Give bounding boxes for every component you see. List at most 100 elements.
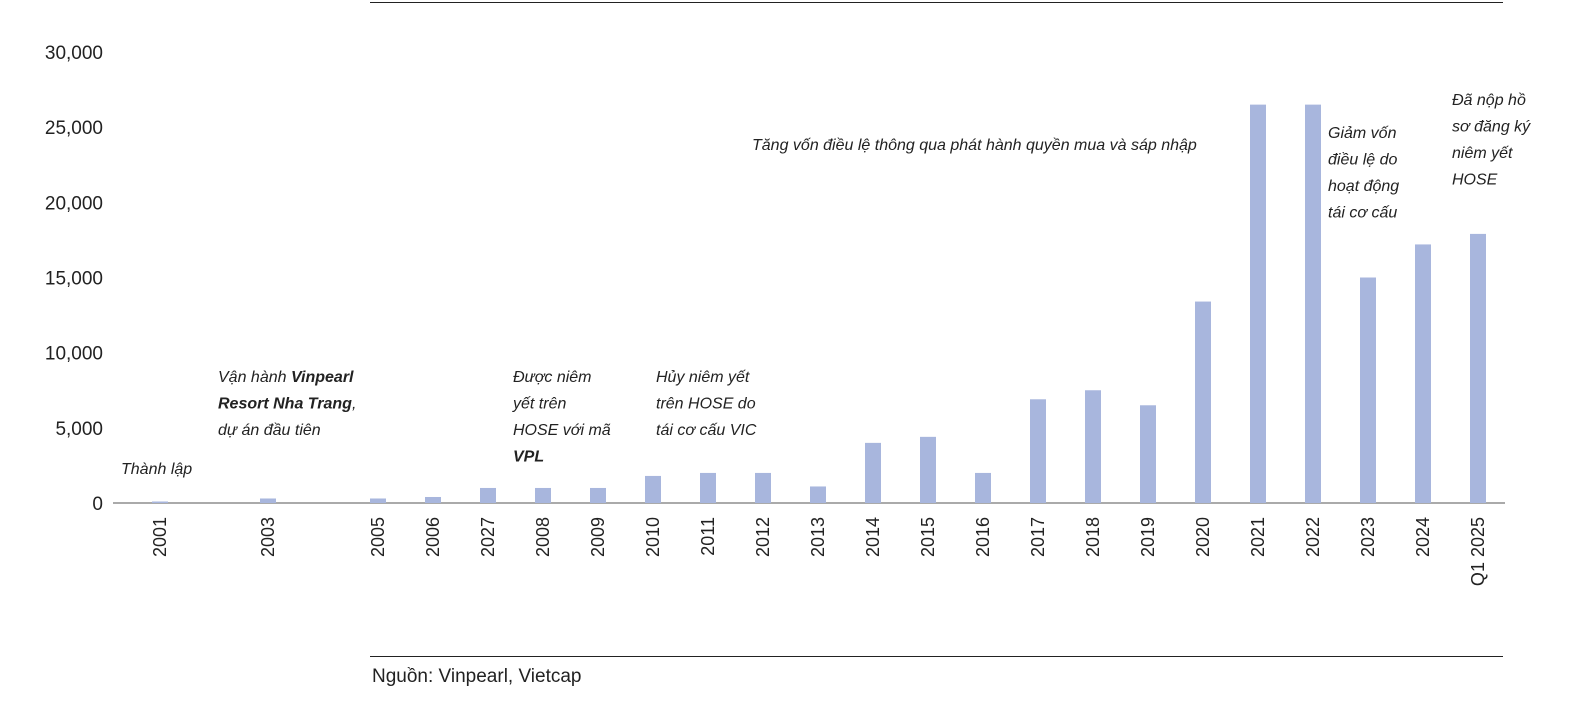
bar <box>260 498 276 503</box>
annotation-text: VPL <box>513 449 544 466</box>
annotation-line: niêm yết <box>1452 145 1513 162</box>
bar-chart: 0 5,000 10,000 15,000 20,000 25,000 30,000 2001… <box>45 43 1531 586</box>
y-tick-label: 30,000 <box>45 43 103 64</box>
annotation-text: trên HOSE do <box>656 396 756 413</box>
annotation-line: HOSE với mã <box>513 422 611 439</box>
annotation-text: điều lệ do <box>1328 152 1397 169</box>
top-divider <box>370 2 1503 3</box>
annotation-line: HOSE <box>1452 172 1498 189</box>
annotation-line: Hủy niêm yết <box>656 369 750 386</box>
bottom-divider <box>370 656 1503 657</box>
annotation-text: Giảm vốn <box>1328 125 1397 142</box>
annotation-line: VPL <box>513 449 544 466</box>
x-tick-label: 2027 <box>478 517 498 557</box>
bar <box>590 487 606 503</box>
x-tick-label: 2003 <box>258 517 278 557</box>
x-tick-label: 2009 <box>588 517 608 557</box>
annotation-text: tái cơ cấu VIC <box>656 422 757 439</box>
bar <box>1250 104 1266 503</box>
bar <box>810 486 826 503</box>
annotation-line: Resort Nha Trang, <box>218 396 356 413</box>
bar <box>1195 301 1211 503</box>
bar <box>1140 405 1156 503</box>
bar <box>975 472 991 503</box>
bar <box>1470 233 1486 504</box>
bar <box>645 475 661 503</box>
annotation-text: Thành lập <box>121 461 192 478</box>
x-tick-label: 2013 <box>808 517 828 557</box>
x-tick-label: 2024 <box>1413 517 1433 557</box>
annotation-text: , <box>352 396 356 413</box>
annotation-line: Được niêm <box>513 369 592 386</box>
x-tick-label: 2016 <box>973 517 993 557</box>
annotation-text: Vận hành <box>218 369 291 386</box>
annotation-line: dự án đầu tiên <box>218 422 321 439</box>
annotation-line: yết trên <box>512 396 566 413</box>
annotation-line: sơ đăng ký <box>1452 119 1531 136</box>
x-tick-label: 2020 <box>1193 517 1213 557</box>
bar <box>370 498 386 503</box>
annotation-text: dự án đầu tiên <box>218 422 321 439</box>
annotation-text: Tăng vốn điều lệ thông qua phát hành quy… <box>752 137 1197 154</box>
x-tick-label: 2008 <box>533 517 553 557</box>
annotation-line: Thành lập <box>121 461 192 478</box>
bar <box>425 496 441 503</box>
bar <box>535 487 551 503</box>
bar <box>480 487 496 503</box>
x-tick-label: 2011 <box>698 517 718 556</box>
y-tick-label: 25,000 <box>45 118 103 139</box>
annotation-text: HOSE <box>1452 172 1498 189</box>
bar <box>1360 277 1376 503</box>
y-tick-label: 15,000 <box>45 269 103 290</box>
bar <box>1030 399 1046 503</box>
annotation-line: Đã nộp hồ <box>1452 92 1526 109</box>
annotation-text: Vinpearl <box>291 369 354 386</box>
x-tick-label: 2015 <box>918 517 938 557</box>
annotation-line: tái cơ cấu <box>1328 205 1397 222</box>
annotation-line: điều lệ do <box>1328 152 1397 169</box>
bar <box>1305 104 1321 503</box>
y-tick-label: 5,000 <box>55 419 103 440</box>
annotation-text: yết trên <box>512 396 566 413</box>
annotation-line: Tăng vốn điều lệ thông qua phát hành quy… <box>752 137 1197 154</box>
annotation-line: tái cơ cấu VIC <box>656 422 757 439</box>
x-tick-label: 2014 <box>863 517 883 557</box>
x-tick-label: 2019 <box>1138 517 1158 557</box>
bar <box>755 472 771 503</box>
annotation-line: Vận hành Vinpearl <box>218 369 354 386</box>
annotation-text: tái cơ cấu <box>1328 205 1397 222</box>
annotation-text: Hủy niêm yết <box>656 369 750 386</box>
x-tick-label: 2017 <box>1028 517 1048 557</box>
x-tick-label: 2021 <box>1248 517 1268 557</box>
annotation-line: hoạt động <box>1328 178 1399 195</box>
x-tick-label: Q1 2025 <box>1468 517 1488 586</box>
annotation-text: niêm yết <box>1452 145 1513 162</box>
annotation-text: HOSE với mã <box>513 422 611 439</box>
bar <box>1415 244 1431 503</box>
annotation-line: trên HOSE do <box>656 396 756 413</box>
x-tick-label: 2006 <box>423 517 443 557</box>
bar <box>865 442 881 503</box>
y-tick-label: 0 <box>92 494 103 515</box>
annotation-line: Giảm vốn <box>1328 125 1397 142</box>
annotation-text: Resort Nha Trang <box>218 396 352 413</box>
source-note: Nguồn: Vinpearl, Vietcap <box>372 666 582 687</box>
y-tick-label: 10,000 <box>45 344 103 365</box>
x-tick-label: 2018 <box>1083 517 1103 557</box>
annotation-text: Đã nộp hồ <box>1452 92 1526 109</box>
bar <box>920 436 936 503</box>
bar <box>152 501 168 503</box>
y-tick-label: 20,000 <box>45 193 103 214</box>
annotation-text: sơ đăng ký <box>1452 119 1531 136</box>
x-tick-label: 2012 <box>753 517 773 557</box>
x-tick-label: 2005 <box>368 517 388 557</box>
annotation-text: Được niêm <box>513 369 592 386</box>
x-tick-label: 2023 <box>1358 517 1378 557</box>
bar <box>700 472 716 503</box>
x-tick-label: 2010 <box>643 517 663 557</box>
x-tick-label: 2022 <box>1303 517 1323 557</box>
annotation-text: hoạt động <box>1328 178 1399 195</box>
x-tick-label: 2001 <box>150 517 170 557</box>
bar <box>1085 390 1101 503</box>
